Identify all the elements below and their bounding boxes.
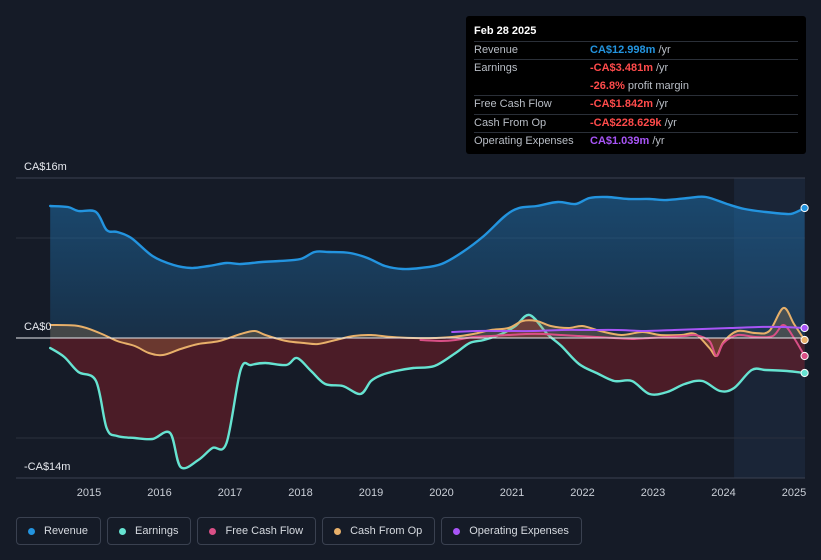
tooltip-row-unit: /yr [652, 134, 665, 147]
x-axis-ticks: 2015 2016 2017 2018 2019 2020 2021 2022 2023 2024… [77, 487, 806, 499]
x-tick-label: 2022 [570, 487, 594, 499]
tooltip-row-profit-margin: -26.8% profit margin [474, 78, 798, 95]
y-label-top: CA$16m [24, 161, 67, 173]
legend-dot-icon [453, 527, 461, 535]
series-line-cash-from-op [49, 307, 806, 358]
tooltip-row-unit: /yr [655, 98, 669, 111]
legend-item-revenue[interactable]: Revenue [16, 517, 102, 545]
tooltip-row-label: Revenue [474, 44, 519, 56]
legend-item-cash-from-op[interactable]: Cash From Op [322, 517, 436, 545]
end-dots-layer [800, 203, 809, 378]
x-tick-label: 2015 [77, 487, 101, 499]
legend-item-earnings[interactable]: Earnings [107, 517, 192, 545]
series-end-dot-revenue [800, 203, 809, 213]
tooltip-row-cash-from-op: Cash From Op -CA$228.629k /yr [474, 113, 798, 132]
x-tick-label: 2023 [641, 487, 665, 499]
y-label-bottom: -CA$14m [24, 461, 70, 473]
series-line-earnings [49, 313, 806, 470]
legend-item-operating-expenses[interactable]: Operating Expenses [441, 517, 582, 545]
legend-dot-icon [28, 527, 35, 535]
tooltip-row-label: Cash From Op [474, 116, 547, 129]
series-end-dot-earnings [800, 368, 809, 378]
tooltip-row-value: -CA$228.629k [590, 116, 662, 129]
tooltip-row-value: -CA$3.481m [590, 62, 653, 75]
chart-legend: Revenue Earnings Free Cash Flow Cash Fro… [16, 517, 582, 545]
series-line-free-cash-flow [419, 324, 806, 357]
tooltip-row-value: CA$12.998m [590, 44, 656, 56]
series-line-revenue [49, 195, 806, 271]
x-tick-label: 2016 [147, 487, 171, 499]
legend-label: Free Cash Flow [225, 525, 304, 537]
tooltip-row-unit: profit margin [627, 79, 689, 92]
tooltip-row-unit: /yr [658, 44, 671, 56]
tooltip-row-earnings: Earnings -CA$3.481m /yr [474, 59, 798, 77]
x-tick-label: 2020 [429, 487, 453, 499]
tooltip-row-value: -CA$1.842m [590, 98, 653, 111]
series-area-earnings [50, 314, 805, 469]
tooltip-row-label: Earnings [474, 62, 518, 75]
y-label-zero: CA$0 [24, 321, 52, 333]
legend-dot-icon [119, 527, 127, 535]
tooltip-row-value: -26.8% [590, 79, 625, 92]
series-layer [49, 195, 806, 470]
x-tick-label: 2017 [218, 487, 242, 499]
tooltip-row-free-cash-flow: Free Cash Flow -CA$1.842m /yr [474, 95, 798, 113]
tooltip-row-value: CA$1.039m [590, 134, 650, 147]
tooltip-row-unit: /yr [655, 62, 669, 75]
tooltip-row-revenue: Revenue CA$12.998m /yr [474, 41, 798, 59]
x-tick-label: 2018 [288, 487, 312, 499]
series-end-dot-free-cash-flow [800, 351, 809, 361]
tooltip-row-label: Operating Expenses [474, 134, 574, 147]
series-line-operating-expenses [451, 325, 806, 333]
x-tick-label: 2019 [359, 487, 383, 499]
tooltip-row-label [474, 78, 590, 95]
legend-label: Cash From Op [350, 525, 423, 537]
legend-dot-icon [209, 527, 217, 535]
series-end-dot-cash-from-op [800, 335, 809, 345]
legend-label: Earnings [135, 525, 179, 537]
tooltip-row-label: Free Cash Flow [474, 98, 552, 111]
legend-dot-icon [334, 527, 342, 535]
tooltip-row-operating-expenses: Operating Expenses CA$1.039m /yr [474, 131, 798, 150]
series-end-dot-operating-expenses [800, 323, 809, 333]
x-tick-label: 2024 [711, 487, 735, 499]
legend-label: Revenue [44, 525, 89, 537]
legend-label: Operating Expenses [469, 525, 569, 537]
tooltip-row-unit: /yr [664, 116, 677, 129]
tooltip-panel: Feb 28 2025 Revenue CA$12.998m /yr Earni… [466, 16, 806, 154]
legend-item-free-cash-flow[interactable]: Free Cash Flow [197, 517, 317, 545]
x-tick-label: 2021 [500, 487, 524, 499]
x-tick-label: 2025 [782, 487, 806, 499]
tooltip-date: Feb 28 2025 [474, 25, 537, 37]
